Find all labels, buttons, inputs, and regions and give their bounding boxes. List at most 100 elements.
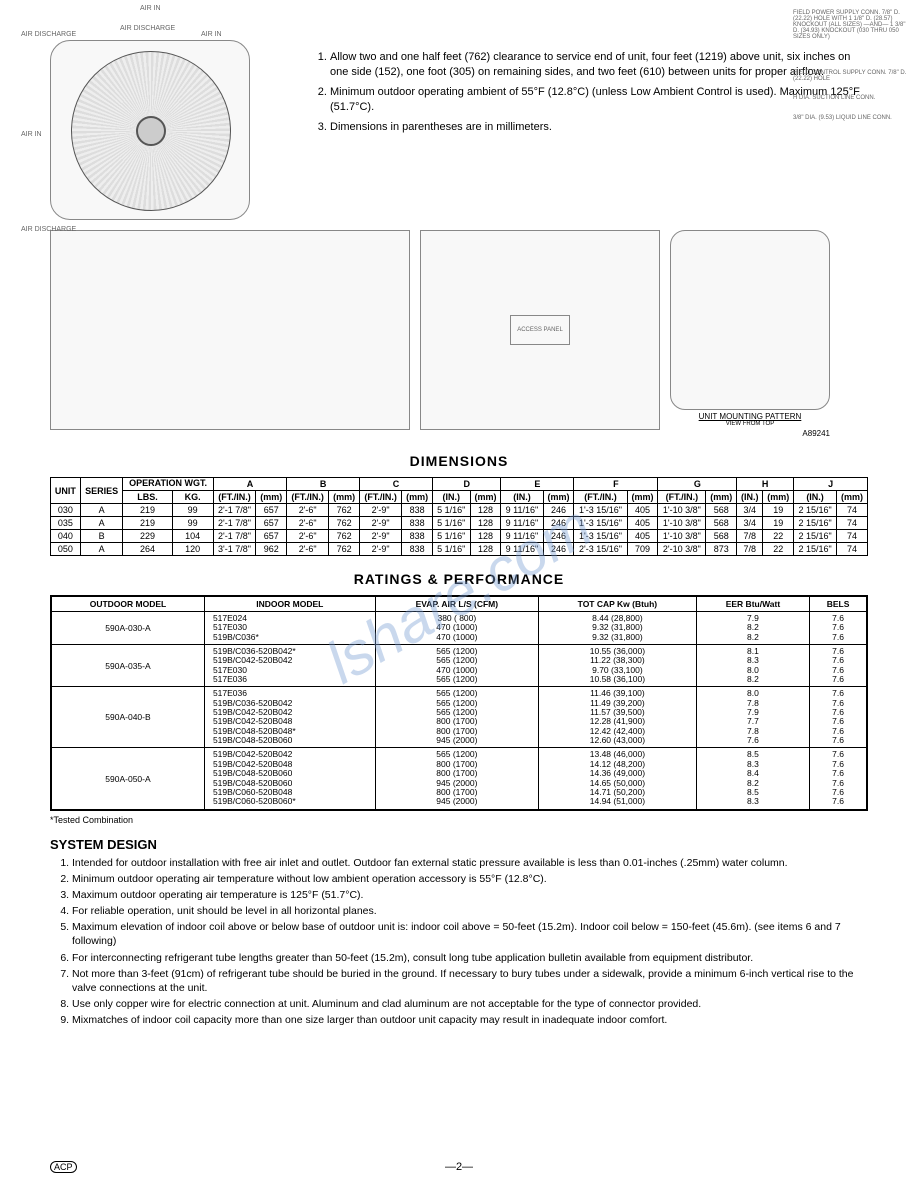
table-cell: 838 <box>402 530 433 543</box>
col-d-in: (IN.) <box>433 491 471 504</box>
air-in-label-2: AIR IN <box>21 131 42 138</box>
table-cell: 050 <box>51 543 81 556</box>
col-c-ft: (FT./IN.) <box>360 491 402 504</box>
air-discharge-label-2: AIR DISCHARGE <box>21 226 76 233</box>
table-cell: 219 <box>123 504 172 517</box>
col-a-ft: (FT./IN.) <box>213 491 256 504</box>
table-cell: 657 <box>256 517 287 530</box>
col-evap: EVAP. AIR L/S (CFM) <box>375 596 538 612</box>
col-c: C <box>360 478 433 491</box>
table-cell: 2'-6" <box>287 530 329 543</box>
list-item: Not more than 3-feet (91cm) of refrigera… <box>72 967 868 995</box>
col-a-mm: (mm) <box>256 491 287 504</box>
table-cell: 838 <box>402 543 433 556</box>
outdoor-cell: 590A-050-A <box>51 748 204 810</box>
col-d-mm: (mm) <box>470 491 501 504</box>
air-in-label: AIR IN <box>201 31 222 38</box>
liquid-label: 3/8" DIA. (9.53) LIQUID LINE CONN. <box>793 115 913 121</box>
table-cell: 5 1/16" <box>433 543 471 556</box>
col-b: B <box>287 478 360 491</box>
list-item: For reliable operation, unit should be l… <box>72 904 868 918</box>
eer-cell: 8.58.38.48.28.58.3 <box>696 748 809 810</box>
table-cell: 1'-10 3/8" <box>658 530 706 543</box>
list-item: For interconnecting refrigerant tube len… <box>72 951 868 965</box>
table-cell: 873 <box>706 543 737 556</box>
col-j: J <box>794 478 868 491</box>
table-cell: 762 <box>329 517 360 530</box>
ratings-title: RATINGS & PERFORMANCE <box>50 571 868 587</box>
col-d: D <box>433 478 501 491</box>
note-2: Minimum outdoor operating ambient of 55°… <box>330 85 868 116</box>
totcap-cell: 8.44 (28,800)9.32 (31,800)9.32 (31,800) <box>538 612 696 645</box>
mounting-pattern-diagram: UNIT MOUNTING PATTERN VIEW FROM TOP A892… <box>670 230 830 438</box>
front-view-diagram: AIR IN AIR DISCHARGE FIELD POWER SUPPLY … <box>50 230 410 438</box>
table-cell: 3'-1 7/8" <box>213 543 256 556</box>
totcap-cell: 11.46 (39,100)11.49 (39,200)11.57 (39,50… <box>538 687 696 748</box>
table-cell: 568 <box>706 517 737 530</box>
suction-label: H DIA. SUCTION LINE CONN. <box>793 95 913 101</box>
table-cell: 104 <box>172 530 213 543</box>
table-cell: 1'-10 3/8" <box>658 517 706 530</box>
table-cell: 838 <box>402 517 433 530</box>
col-a: A <box>213 478 286 491</box>
table-cell: B <box>80 530 123 543</box>
indoor-cell: 519B/C042-520B042519B/C042-520B048519B/C… <box>204 748 375 810</box>
table-cell: 264 <box>123 543 172 556</box>
table-cell: 040 <box>51 530 81 543</box>
air-in-label-3: AIR IN <box>140 5 161 12</box>
col-totcap: TOT CAP Kw (Btuh) <box>538 596 696 612</box>
note-3: Dimensions in parentheses are in millime… <box>330 120 868 135</box>
table-cell: 657 <box>256 530 287 543</box>
list-item: Mixmatches of indoor coil capacity more … <box>72 1013 868 1027</box>
table-cell: 405 <box>627 530 658 543</box>
col-indoor: INDOOR MODEL <box>204 596 375 612</box>
list-item: Maximum elevation of indoor coil above o… <box>72 920 868 948</box>
table-cell: 657 <box>256 504 287 517</box>
table-row: 030A219992'-1 7/8"6572'-6"7622'-9"8385 1… <box>51 504 868 517</box>
table-cell: 99 <box>172 517 213 530</box>
table-cell: 2'-1 7/8" <box>213 517 256 530</box>
table-cell: 1'-3 15/16" <box>574 504 627 517</box>
table-cell: 22 <box>763 543 794 556</box>
table-cell: 1'-3 15/16" <box>574 530 627 543</box>
table-cell: 2'-9" <box>360 530 402 543</box>
diagram-code: A89241 <box>670 429 830 438</box>
top-notes: Allow two and one half feet (762) cleara… <box>310 40 868 220</box>
table-cell: 5 1/16" <box>433 517 471 530</box>
table-cell: 2 15/16" <box>794 530 837 543</box>
table-cell: A <box>80 517 123 530</box>
outdoor-cell: 590A-040-B <box>51 687 204 748</box>
bels-cell: 7.67.67.67.67.67.6 <box>810 687 867 748</box>
air-discharge-label-3: AIR DISCHARGE <box>120 25 175 32</box>
col-h: H <box>737 478 794 491</box>
table-cell: 246 <box>543 543 574 556</box>
table-cell: 7/8 <box>737 543 763 556</box>
table-cell: 120 <box>172 543 213 556</box>
col-b-ft: (FT./IN.) <box>287 491 329 504</box>
table-cell: 962 <box>256 543 287 556</box>
table-cell: 99 <box>172 504 213 517</box>
field-control-label: FIELD CONTROL SUPPLY CONN. 7/8" D. (22.2… <box>793 70 913 82</box>
table-cell: 246 <box>543 517 574 530</box>
col-kg: KG. <box>172 491 213 504</box>
outdoor-cell: 590A-035-A <box>51 645 204 687</box>
table-cell: 2'-6" <box>287 504 329 517</box>
table-cell: 9 11/16" <box>501 504 543 517</box>
bels-cell: 7.67.67.67.6 <box>810 645 867 687</box>
table-cell: 74 <box>836 530 867 543</box>
table-cell: 128 <box>470 543 501 556</box>
table-cell: 2'-9" <box>360 543 402 556</box>
totcap-cell: 13.48 (46,000)14.12 (48,200)14.36 (49,00… <box>538 748 696 810</box>
table-cell: 030 <box>51 504 81 517</box>
table-cell: 035 <box>51 517 81 530</box>
table-cell: 2'-9" <box>360 517 402 530</box>
table-row: 590A-030-A517E024517E030519B/C036*380 ( … <box>51 612 867 645</box>
indoor-cell: 519B/C036-520B042*519B/C042-520B042517E0… <box>204 645 375 687</box>
col-outdoor: OUTDOOR MODEL <box>51 596 204 612</box>
table-cell: 246 <box>543 530 574 543</box>
totcap-cell: 10.55 (36,000)11.22 (38,300)9.70 (33,100… <box>538 645 696 687</box>
diagram-row: AIR IN AIR DISCHARGE FIELD POWER SUPPLY … <box>50 230 868 438</box>
list-item: Intended for outdoor installation with f… <box>72 856 868 870</box>
table-cell: 128 <box>470 530 501 543</box>
outdoor-cell: 590A-030-A <box>51 612 204 645</box>
